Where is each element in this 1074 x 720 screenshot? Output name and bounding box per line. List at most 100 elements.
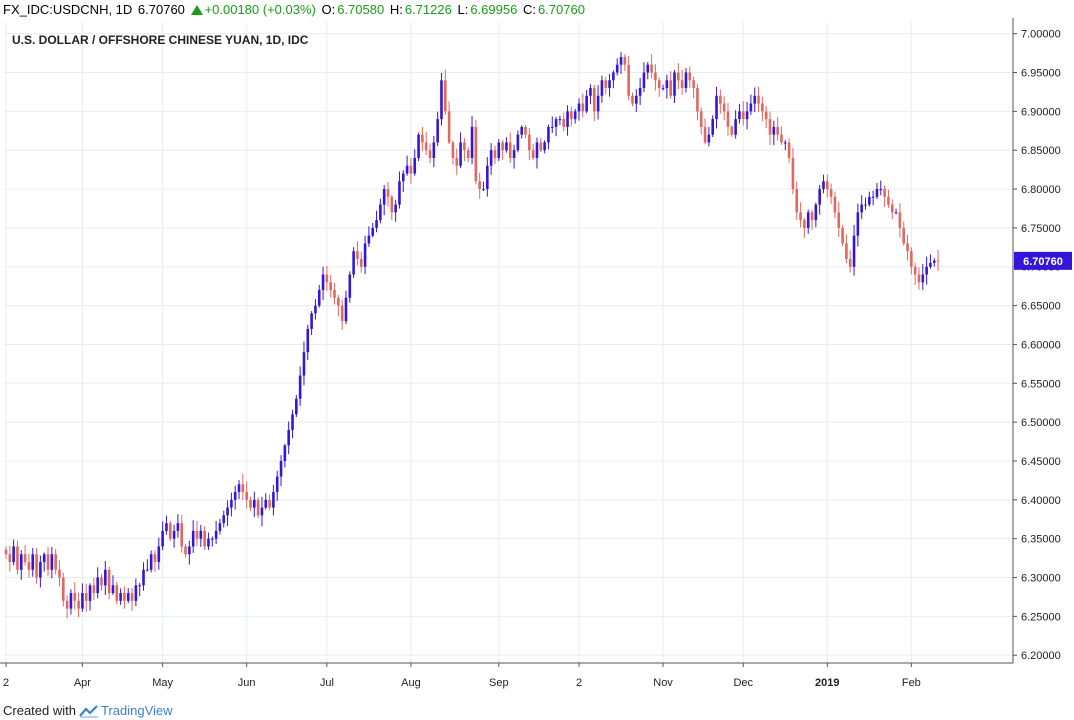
candle	[841, 225, 844, 246]
candle	[848, 250, 852, 273]
candle	[436, 111, 439, 147]
candle	[314, 299, 317, 320]
x-tick-label: Apr	[74, 677, 91, 689]
candle	[207, 532, 210, 550]
x-tick-label: Dec	[733, 677, 753, 689]
candle	[688, 66, 692, 88]
x-tick-label: Jul	[320, 677, 334, 689]
candle	[741, 101, 745, 126]
candle	[260, 496, 264, 527]
high-label: H:	[389, 2, 403, 17]
candle	[887, 189, 890, 208]
last-price-value: 6.70760	[137, 2, 185, 17]
y-tick-label: 6.45000	[1021, 456, 1061, 468]
candle	[447, 101, 451, 145]
candle	[600, 75, 604, 103]
candle	[230, 492, 233, 517]
candle	[845, 234, 848, 264]
change-value: +0.00180 (+0.03%)	[204, 2, 316, 17]
candle	[558, 115, 562, 125]
candle	[421, 126, 424, 151]
candle	[635, 89, 638, 113]
candle	[245, 481, 248, 509]
last-price-tag-label: 6.70760	[1023, 256, 1063, 268]
candle	[12, 539, 15, 566]
candle	[84, 583, 88, 612]
candle	[749, 94, 753, 115]
candle	[875, 182, 879, 200]
candle	[172, 524, 176, 548]
candle	[283, 443, 287, 468]
candle	[356, 240, 359, 266]
candle	[799, 202, 802, 228]
candle	[317, 284, 321, 308]
candle	[883, 185, 886, 207]
candle	[489, 143, 493, 175]
candle	[596, 85, 600, 120]
candle	[344, 290, 348, 325]
candle	[894, 208, 898, 215]
candle	[898, 203, 902, 238]
candle	[268, 494, 271, 511]
candle	[512, 144, 516, 169]
tradingview-logo-icon	[79, 705, 98, 718]
candle	[543, 140, 546, 154]
candle	[440, 72, 443, 126]
candle	[680, 69, 684, 95]
symbol-header: FX_IDC:USDCNH, 1D 6.70760 +0.00180 (+0.0…	[3, 2, 587, 20]
candle	[199, 524, 203, 547]
candle	[386, 182, 390, 207]
candle	[753, 87, 757, 113]
candle	[77, 592, 80, 618]
candle	[96, 567, 99, 599]
candle	[390, 194, 394, 221]
candle	[455, 148, 459, 176]
candle	[906, 234, 909, 261]
candle	[241, 473, 245, 501]
candle	[547, 124, 550, 150]
candle	[444, 69, 447, 115]
candle	[333, 282, 336, 305]
candle	[669, 71, 672, 99]
candle	[761, 96, 764, 122]
candle	[631, 92, 634, 107]
candle	[195, 520, 199, 546]
candle	[459, 132, 462, 169]
candle	[791, 148, 795, 195]
candle	[413, 149, 417, 176]
candle	[589, 84, 592, 105]
candle	[226, 500, 229, 527]
candle	[650, 54, 653, 78]
candle	[394, 199, 397, 222]
candle	[642, 62, 646, 93]
candle	[35, 547, 38, 584]
candle	[62, 572, 65, 607]
candle	[16, 540, 19, 575]
candle	[780, 126, 783, 145]
x-tick-label: 2	[576, 677, 582, 689]
y-tick-label: 6.20000	[1021, 650, 1061, 662]
candle	[50, 546, 54, 579]
candle	[474, 119, 478, 185]
candle	[401, 170, 405, 192]
footer: Created with TradingView	[3, 703, 173, 718]
candle	[203, 526, 206, 551]
high-value: 6.71226	[404, 2, 452, 17]
candle	[367, 226, 371, 247]
candle	[864, 197, 867, 210]
candle	[822, 174, 825, 194]
y-tick-label: 6.60000	[1021, 339, 1061, 351]
candle	[516, 130, 520, 153]
symbol-label: FX_IDC:USDCNH, 1D	[3, 2, 133, 17]
candle	[860, 195, 863, 219]
created-with-label: Created with	[3, 703, 76, 718]
candle	[902, 221, 905, 246]
tradingview-brand[interactable]: TradingView	[100, 703, 173, 718]
candle	[638, 78, 642, 106]
candle	[352, 247, 355, 278]
y-tick-label: 6.85000	[1021, 145, 1061, 157]
y-tick-label: 6.90000	[1021, 106, 1061, 118]
candle	[764, 106, 768, 129]
candle	[188, 540, 191, 565]
